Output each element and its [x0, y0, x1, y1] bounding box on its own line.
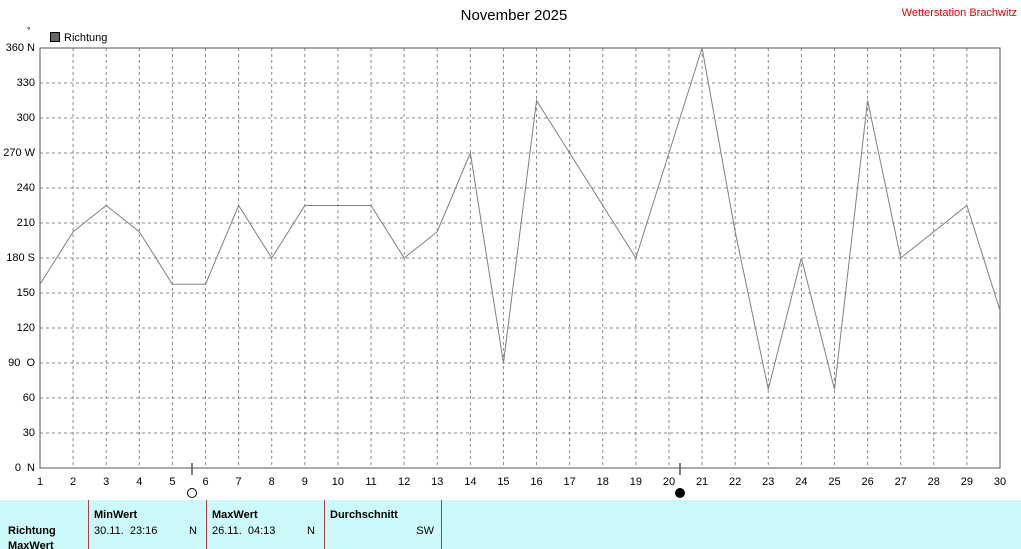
y-tick-label: 270 W: [3, 147, 35, 159]
x-tick-label: 12: [398, 476, 410, 488]
x-tick-label: 11: [365, 476, 376, 488]
chart-title: November 2025: [461, 7, 568, 24]
cell: SW: [416, 525, 434, 537]
x-tick-label: 18: [597, 476, 609, 488]
table-separators: [88, 500, 442, 549]
x-tick-label: 6: [202, 476, 208, 488]
x-tick-label: 20: [663, 476, 675, 488]
station-name: Wetterstation Brachwitz: [902, 7, 1017, 19]
x-tick-label: 2: [70, 476, 76, 488]
x-tick-label: 24: [795, 476, 807, 488]
x-tick-label: 13: [431, 476, 443, 488]
x-tick-label: 19: [630, 476, 642, 488]
x-tick-label: 17: [564, 476, 576, 488]
unit: °: [27, 25, 31, 35]
x-tick-label: 14: [464, 476, 476, 488]
cell: 30.11. 23:16: [94, 525, 157, 537]
x-tick-label: 25: [828, 476, 840, 488]
moon-icons: [187, 463, 685, 498]
x-tick-label: 29: [961, 476, 973, 488]
x-tick-label: 15: [497, 476, 509, 488]
y-tick-label: 180 S: [6, 252, 35, 264]
x-tick-label: 26: [861, 476, 873, 488]
x-tick-label: 21: [696, 476, 708, 488]
x-tick-label: 7: [236, 476, 242, 488]
y-tick-label: 210: [17, 217, 35, 229]
y-tick-label: 90 O: [8, 357, 35, 369]
x-tick-label: 1: [37, 476, 43, 488]
data-line: [39, 47, 1001, 390]
y-tick-label: 240: [17, 182, 35, 194]
x-tick-label: 30: [994, 476, 1006, 488]
y-tick-label: 60: [23, 392, 35, 404]
table-background: [0, 500, 1021, 549]
plot-border: [39, 47, 1001, 469]
y-tick-label: 300: [17, 112, 35, 124]
table-header: MinWert: [94, 509, 138, 521]
y-tick-label: 330: [17, 77, 35, 89]
x-tick-label: 9: [302, 476, 308, 488]
x-tick-label: 28: [928, 476, 940, 488]
cell: N: [307, 525, 315, 537]
x-tick-label: 3: [103, 476, 109, 488]
x-tick-label: 27: [895, 476, 907, 488]
y-tick-label: 30: [23, 427, 35, 439]
x-tick-label: 4: [136, 476, 142, 488]
x-tick-label: 23: [762, 476, 774, 488]
cell: N: [189, 525, 197, 537]
x-tick-label: 16: [530, 476, 542, 488]
cell: 26.11. 04:13: [212, 525, 275, 537]
row-label: Richtung: [8, 525, 56, 537]
y-tick-label: 0 N: [15, 462, 35, 474]
x-tick-label: 22: [729, 476, 741, 488]
row-label: MaxWert: [8, 540, 54, 549]
legend-swatch: [50, 32, 60, 42]
x-tick-label: 10: [332, 476, 344, 488]
x-tick-label: 8: [269, 476, 275, 488]
table-header: Durchschnitt: [330, 509, 398, 521]
y-tick-label: 150: [17, 287, 35, 299]
y-tick-label: 120: [17, 322, 35, 334]
table-header: MaxWert: [212, 509, 258, 521]
legend-label: Richtung: [64, 32, 107, 44]
x-tick-label: 5: [169, 476, 175, 488]
y-tick-label: 360 N: [6, 42, 35, 54]
